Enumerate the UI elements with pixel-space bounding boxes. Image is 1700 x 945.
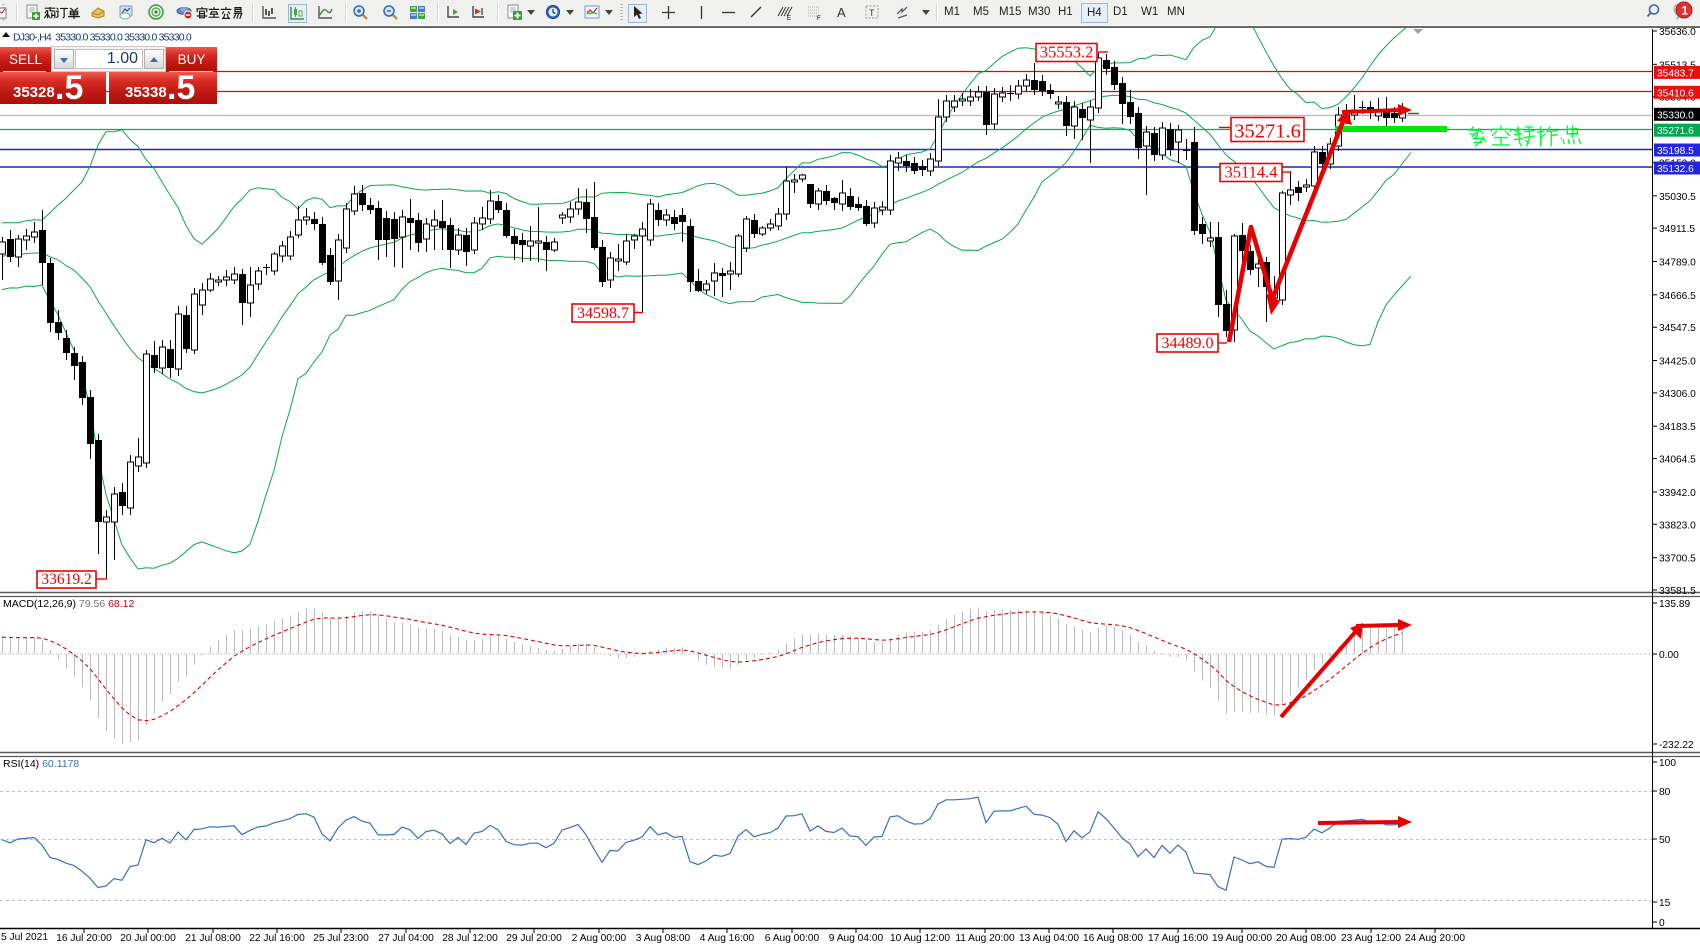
- svg-text:16 Aug 08:00: 16 Aug 08:00: [1083, 933, 1143, 944]
- svg-text:34306.0: 34306.0: [1659, 389, 1696, 400]
- svg-text:17 Aug 16:00: 17 Aug 16:00: [1148, 933, 1208, 944]
- svg-text:100: 100: [1659, 758, 1676, 769]
- svg-text:6 Aug 00:00: 6 Aug 00:00: [765, 933, 820, 944]
- svg-text:33619.2: 33619.2: [41, 571, 91, 588]
- svg-text:35198.5: 35198.5: [1657, 146, 1694, 157]
- svg-text:15: 15: [1659, 898, 1671, 909]
- svg-text:16 Jul 20:00: 16 Jul 20:00: [56, 933, 112, 944]
- svg-text:DJ30-,H4 35330.0 35330.0 3533: DJ30-,H4 35330.0 35330.0 35330.0 35330.0: [13, 32, 192, 44]
- svg-text:13 Aug 04:00: 13 Aug 04:00: [1019, 933, 1079, 944]
- svg-text:20 Aug 08:00: 20 Aug 08:00: [1276, 933, 1336, 944]
- svg-text:0.00: 0.00: [1659, 650, 1679, 661]
- svg-text:35030.5: 35030.5: [1659, 192, 1696, 203]
- svg-text:25 Jul 23:00: 25 Jul 23:00: [313, 933, 369, 944]
- svg-text:20 Jul 00:00: 20 Jul 00:00: [120, 933, 176, 944]
- svg-text:10 Aug 12:00: 10 Aug 12:00: [890, 933, 950, 944]
- svg-text:33700.5: 33700.5: [1659, 554, 1696, 565]
- svg-text:1: 1: [1682, 4, 1689, 18]
- svg-text:35330.0: 35330.0: [1657, 110, 1694, 121]
- svg-text:35271.6: 35271.6: [1657, 126, 1694, 137]
- svg-text:34598.7: 34598.7: [577, 305, 629, 322]
- svg-text:35513.5: 35513.5: [1659, 60, 1696, 71]
- svg-text:0: 0: [1659, 918, 1665, 929]
- svg-text:33581.5: 33581.5: [1659, 586, 1696, 597]
- svg-text:34183.5: 34183.5: [1659, 422, 1696, 433]
- svg-text:80: 80: [1659, 787, 1671, 798]
- svg-text:19 Aug 00:00: 19 Aug 00:00: [1212, 933, 1272, 944]
- svg-text:34425.0: 34425.0: [1659, 357, 1696, 368]
- svg-text:34789.0: 34789.0: [1659, 258, 1696, 269]
- svg-text:34489.0: 34489.0: [1162, 335, 1214, 352]
- svg-text:29 Jul 20:00: 29 Jul 20:00: [506, 933, 562, 944]
- svg-text:24 Aug 20:00: 24 Aug 20:00: [1405, 933, 1465, 944]
- svg-text:T: T: [869, 8, 875, 18]
- svg-text:34911.5: 34911.5: [1659, 224, 1695, 235]
- svg-text:35271.6: 35271.6: [1234, 121, 1301, 143]
- svg-text:35114.4: 35114.4: [1224, 163, 1277, 182]
- svg-text:35636.0: 35636.0: [1659, 27, 1696, 38]
- svg-text:-232.22: -232.22: [1659, 740, 1694, 751]
- svg-text:3 Aug 08:00: 3 Aug 08:00: [636, 933, 691, 944]
- svg-text:33942.0: 33942.0: [1659, 488, 1696, 499]
- svg-text:33823.0: 33823.0: [1659, 520, 1696, 531]
- svg-text:4 Aug 16:00: 4 Aug 16:00: [700, 933, 755, 944]
- svg-text:135.89: 135.89: [1659, 599, 1690, 610]
- svg-text:5 Jul 2021: 5 Jul 2021: [1, 932, 48, 943]
- svg-text:F: F: [817, 16, 821, 21]
- svg-text:35410.6: 35410.6: [1657, 88, 1694, 99]
- svg-text:50: 50: [1659, 835, 1671, 846]
- svg-text:RSI(14) 60.1178: RSI(14) 60.1178: [3, 758, 79, 770]
- svg-text:23 Aug 12:00: 23 Aug 12:00: [1341, 933, 1401, 944]
- svg-text:35132.6: 35132.6: [1657, 164, 1694, 175]
- svg-text:2 Aug 00:00: 2 Aug 00:00: [572, 933, 627, 944]
- svg-text:34547.5: 34547.5: [1659, 323, 1696, 334]
- svg-text:MACD(12,26,9) 79.56 68.12: MACD(12,26,9) 79.56 68.12: [3, 598, 134, 610]
- svg-text:35483.7: 35483.7: [1657, 68, 1694, 79]
- svg-text:28 Jul 12:00: 28 Jul 12:00: [442, 933, 498, 944]
- svg-text:E: E: [787, 16, 791, 21]
- svg-text:34064.5: 34064.5: [1659, 455, 1696, 466]
- svg-text:9 Aug 04:00: 9 Aug 04:00: [829, 933, 884, 944]
- svg-text:27 Jul 04:00: 27 Jul 04:00: [378, 933, 434, 944]
- svg-text:11 Aug 20:00: 11 Aug 20:00: [955, 933, 1015, 944]
- svg-text:22 Jul 16:00: 22 Jul 16:00: [249, 933, 305, 944]
- svg-text:35553.2: 35553.2: [1040, 43, 1094, 62]
- svg-text:21 Jul 08:00: 21 Jul 08:00: [185, 933, 241, 944]
- svg-text:34666.5: 34666.5: [1659, 291, 1696, 302]
